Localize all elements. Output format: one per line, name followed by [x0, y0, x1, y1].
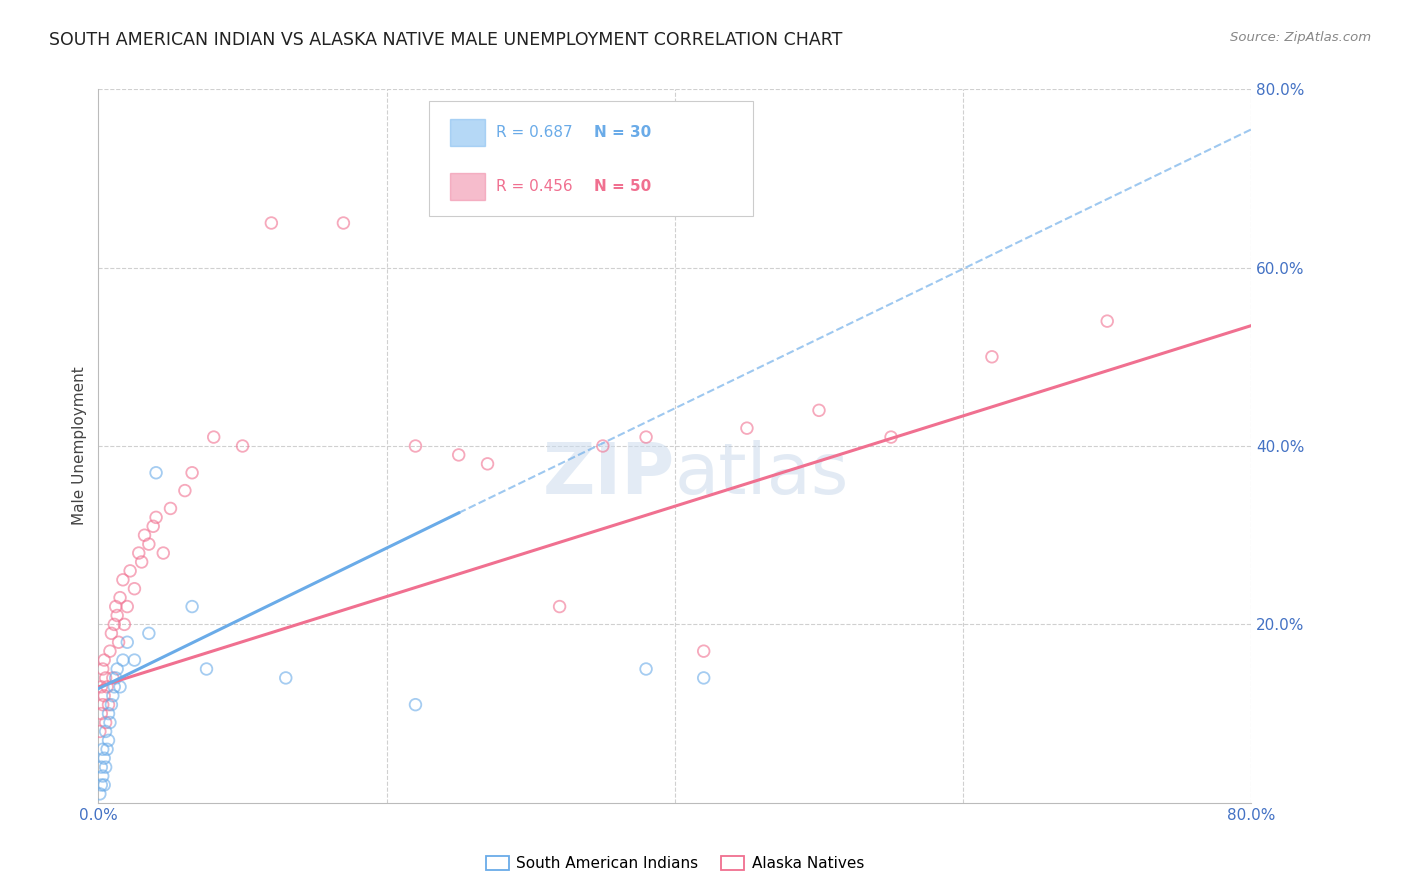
Point [89, 724, 111, 739]
Point [548, 599, 571, 614]
FancyBboxPatch shape [429, 102, 754, 216]
Point [93, 689, 115, 703]
Point [117, 635, 139, 649]
Text: N = 50: N = 50 [595, 178, 651, 194]
Text: R = 0.456: R = 0.456 [496, 178, 572, 194]
Bar [450, 120, 485, 146]
Point [100, 626, 122, 640]
Point [90, 760, 112, 774]
Point [103, 680, 125, 694]
Point [693, 644, 716, 658]
Point [134, 528, 156, 542]
Point [405, 698, 427, 712]
Point [145, 466, 167, 480]
Point [159, 501, 181, 516]
Point [111, 653, 134, 667]
Point [405, 439, 427, 453]
Legend: South American Indians, Alaska Natives: South American Indians, Alaska Natives [479, 850, 870, 877]
Point [447, 448, 470, 462]
Point [131, 555, 153, 569]
Point [124, 653, 146, 667]
Point [128, 546, 150, 560]
Point [112, 617, 135, 632]
Text: R = 0.687: R = 0.687 [496, 125, 572, 140]
Point [104, 599, 127, 614]
Point [138, 537, 160, 551]
Point [96, 680, 118, 694]
Point [693, 671, 716, 685]
Point [332, 216, 354, 230]
Point [807, 403, 830, 417]
Point [97, 706, 120, 721]
Point [195, 662, 218, 676]
Point [91, 742, 114, 756]
Point [111, 573, 134, 587]
Point [231, 439, 254, 453]
Point [101, 689, 124, 703]
Point [181, 466, 204, 480]
Point [138, 626, 160, 640]
Point [202, 430, 225, 444]
Point [97, 733, 120, 747]
Point [108, 680, 131, 694]
Point [274, 671, 297, 685]
Bar [450, 173, 485, 200]
Point [93, 653, 115, 667]
Point [94, 760, 117, 774]
Point [94, 671, 117, 685]
Point [104, 671, 127, 685]
Text: N = 30: N = 30 [595, 125, 651, 140]
Point [636, 662, 658, 676]
Point [152, 546, 174, 560]
Y-axis label: Male Unemployment: Male Unemployment [72, 367, 87, 525]
Point [90, 680, 112, 694]
Point [142, 519, 165, 533]
Point [89, 787, 111, 801]
Point [117, 599, 139, 614]
Point [735, 421, 758, 435]
Point [91, 662, 114, 676]
Point [101, 671, 124, 685]
Point [477, 457, 499, 471]
Point [98, 644, 121, 658]
Point [981, 350, 1004, 364]
Point [592, 439, 614, 453]
Text: ZIP: ZIP [543, 440, 675, 509]
Point [260, 216, 283, 230]
Text: SOUTH AMERICAN INDIAN VS ALASKA NATIVE MALE UNEMPLOYMENT CORRELATION CHART: SOUTH AMERICAN INDIAN VS ALASKA NATIVE M… [49, 31, 842, 49]
Point [181, 599, 204, 614]
Point [1097, 314, 1119, 328]
Point [100, 698, 122, 712]
Point [105, 608, 128, 623]
Point [96, 742, 118, 756]
Point [94, 715, 117, 730]
Point [90, 706, 112, 721]
Point [145, 510, 167, 524]
Point [103, 617, 125, 632]
Point [174, 483, 197, 498]
Point [90, 778, 112, 792]
Point [91, 769, 114, 783]
Text: Source: ZipAtlas.com: Source: ZipAtlas.com [1230, 31, 1371, 45]
Point [91, 698, 114, 712]
Point [124, 582, 146, 596]
Point [93, 778, 115, 792]
Point [105, 662, 128, 676]
Point [120, 564, 142, 578]
Point [97, 698, 120, 712]
Text: atlas: atlas [675, 440, 849, 509]
Point [93, 751, 115, 765]
Point [107, 635, 129, 649]
Point [880, 430, 903, 444]
Point [108, 591, 131, 605]
Point [636, 430, 658, 444]
Point [98, 715, 121, 730]
Point [94, 724, 117, 739]
